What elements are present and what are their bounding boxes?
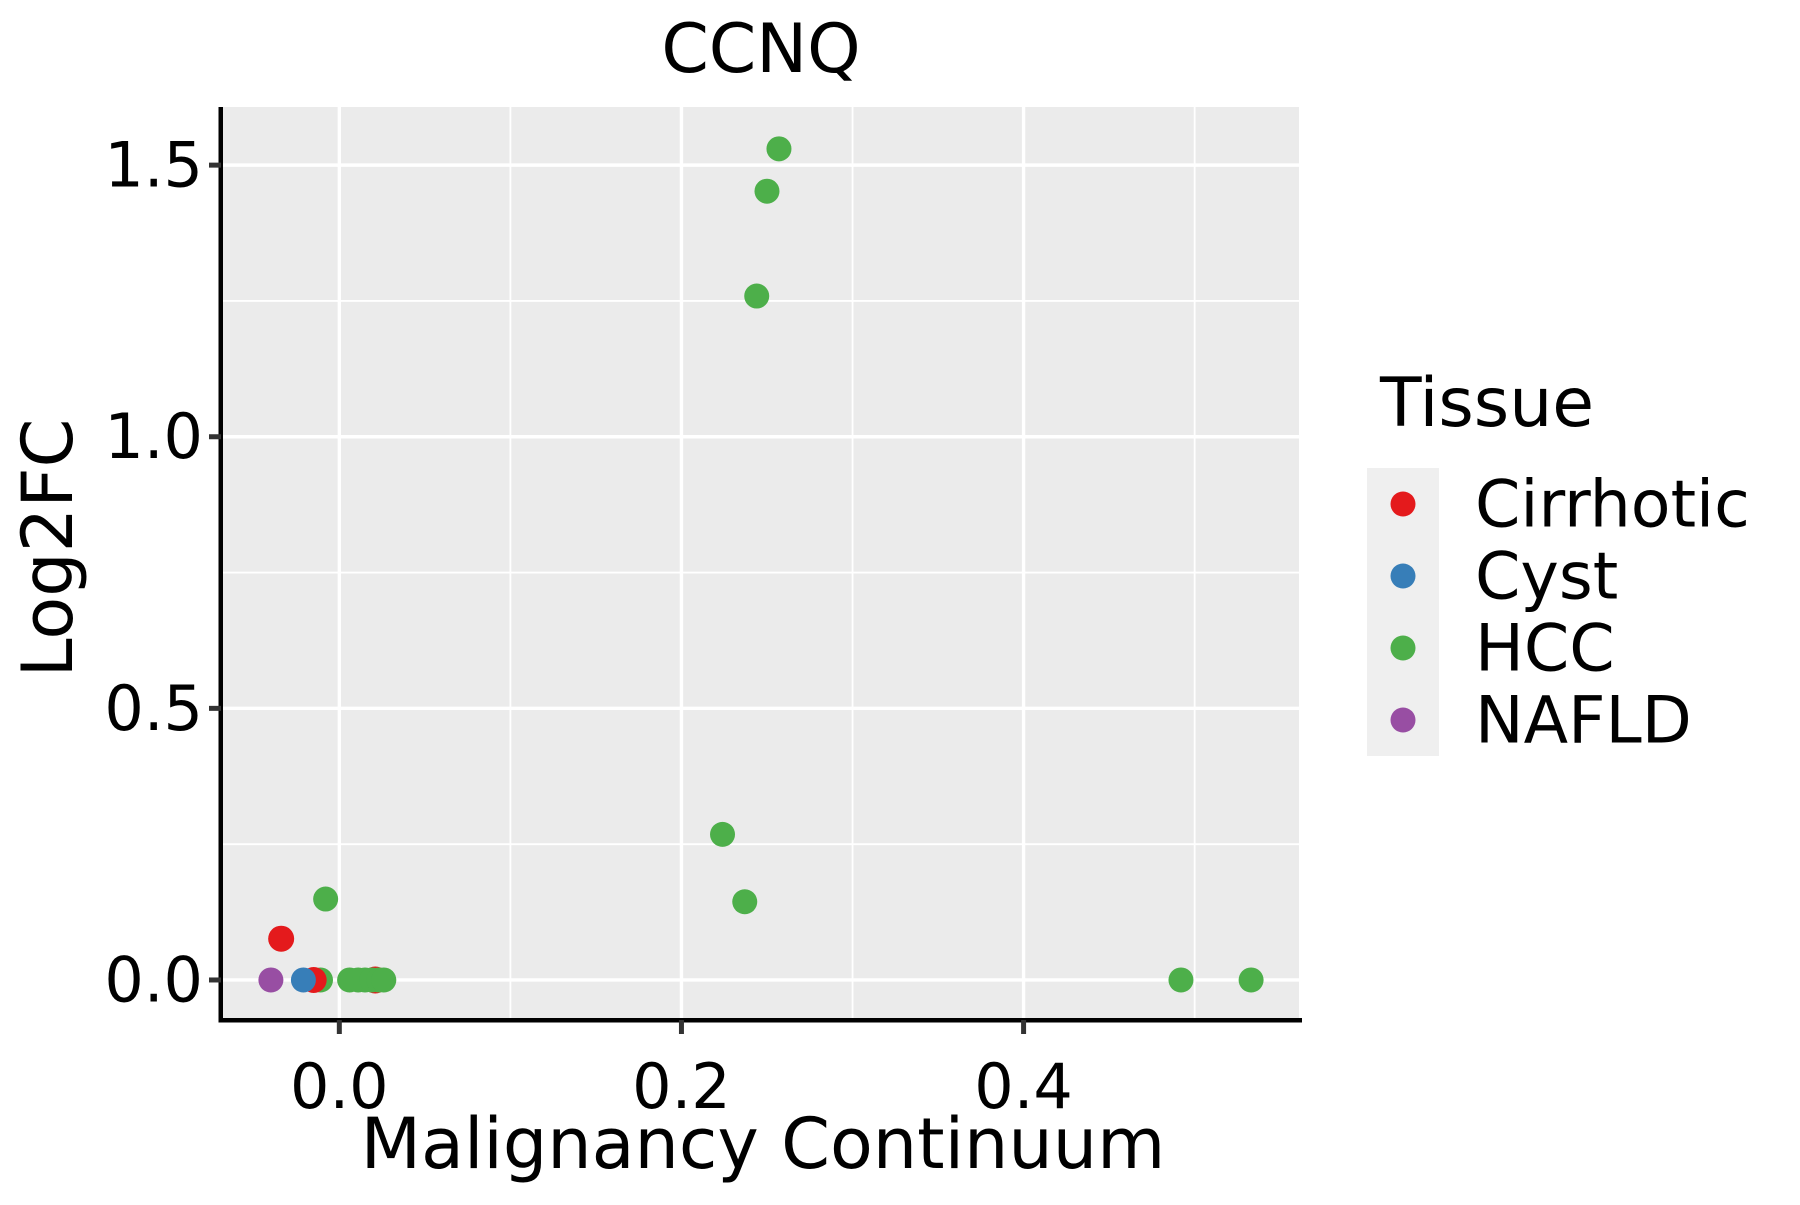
y-tick-label: 0.5 xyxy=(104,672,203,745)
legend-dot-cirrhotic xyxy=(1390,491,1416,517)
y-tick-label: 1.5 xyxy=(104,129,203,202)
data-point-nafld xyxy=(258,967,284,993)
tick-labels: 0.0 0.2 0.4 0.0 0.5 1.0 1.5 xyxy=(104,129,1072,1123)
x-axis-title: Malignancy Continuum xyxy=(361,1103,1166,1185)
x-axis-line xyxy=(218,1018,1302,1023)
data-point-hcc xyxy=(732,889,758,915)
legend-label: Cirrhotic xyxy=(1475,468,1750,543)
data-point-hcc xyxy=(1238,967,1264,993)
data-point-hcc xyxy=(744,283,770,309)
x-tick-label: 0.0 xyxy=(290,1050,389,1123)
data-point-hcc xyxy=(371,967,397,993)
legend-dot-hcc xyxy=(1390,635,1416,661)
x-tick-label: 0.4 xyxy=(974,1050,1073,1123)
legend-dot-nafld xyxy=(1390,707,1416,733)
tick-marks xyxy=(209,162,1027,1034)
data-point-hcc xyxy=(1168,967,1194,993)
plot-panel xyxy=(223,107,1299,1018)
legend-title: Tissue xyxy=(1379,364,1594,443)
data-point-cirrhotic xyxy=(268,925,295,952)
data-points-layer xyxy=(258,136,1264,994)
major-gridlines xyxy=(223,107,1299,1018)
data-point-hcc xyxy=(766,136,792,162)
y-axis-line xyxy=(218,107,223,1023)
x-tick-label: 0.2 xyxy=(632,1050,731,1123)
data-point-hcc xyxy=(754,178,780,204)
chart-title: CCNQ xyxy=(661,10,860,89)
y-tick-label: 0.0 xyxy=(104,943,203,1016)
data-point-cyst xyxy=(290,967,316,993)
data-point-hcc xyxy=(710,821,736,847)
y-axis-title: Log2FC xyxy=(7,419,89,678)
data-point-hcc xyxy=(313,886,339,912)
legend-dot-cyst xyxy=(1390,563,1416,589)
legend-label: HCC xyxy=(1475,612,1615,687)
legend-label: Cyst xyxy=(1475,540,1618,615)
y-tick-label: 1.0 xyxy=(104,400,203,473)
legend-label: NAFLD xyxy=(1475,684,1692,759)
